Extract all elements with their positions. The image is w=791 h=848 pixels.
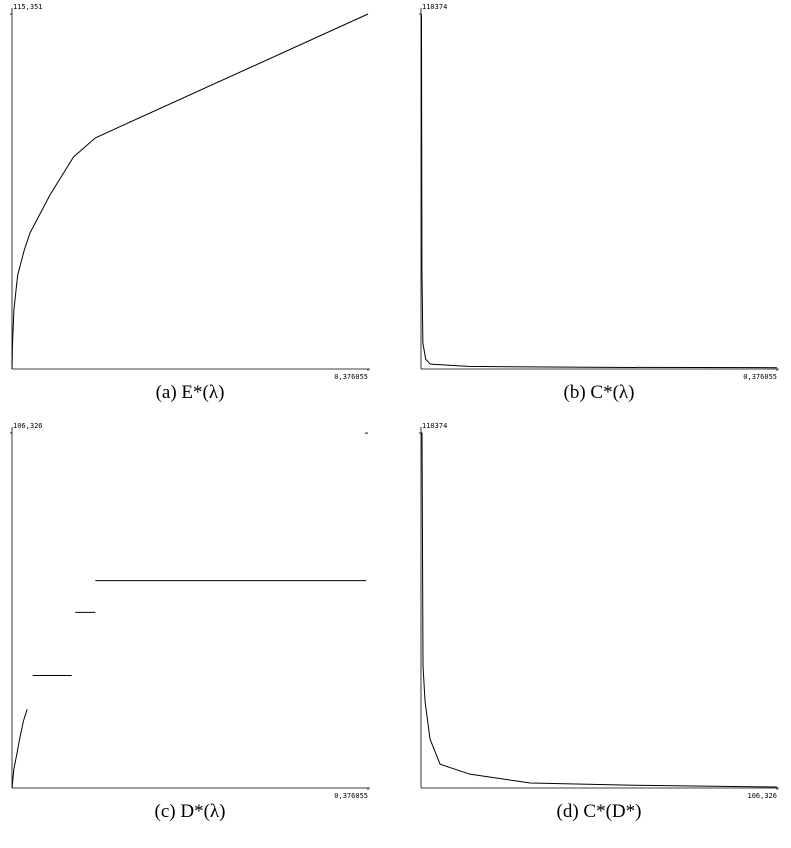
y-tick-label: 115,351 <box>13 3 43 11</box>
caption: (a) E*(λ) <box>156 382 225 403</box>
line <box>420 13 778 369</box>
caption: (b) C*(λ) <box>564 382 635 403</box>
caption: (d) C*(D*) <box>557 801 642 822</box>
line <box>421 432 778 788</box>
y-tick-label: 106,326 <box>13 422 43 430</box>
y-tick-label: 110374 <box>422 422 447 430</box>
x-tick-label: 0,376055 <box>334 373 368 381</box>
x-tick-label: 0,376055 <box>743 373 777 381</box>
y-tick-label: 110374 <box>422 3 447 11</box>
caption: (c) D*(λ) <box>155 801 226 822</box>
line <box>11 432 368 789</box>
line <box>11 13 369 370</box>
x-tick-label: 0,376055 <box>334 792 368 800</box>
x-tick-label: 106,326 <box>747 792 777 800</box>
